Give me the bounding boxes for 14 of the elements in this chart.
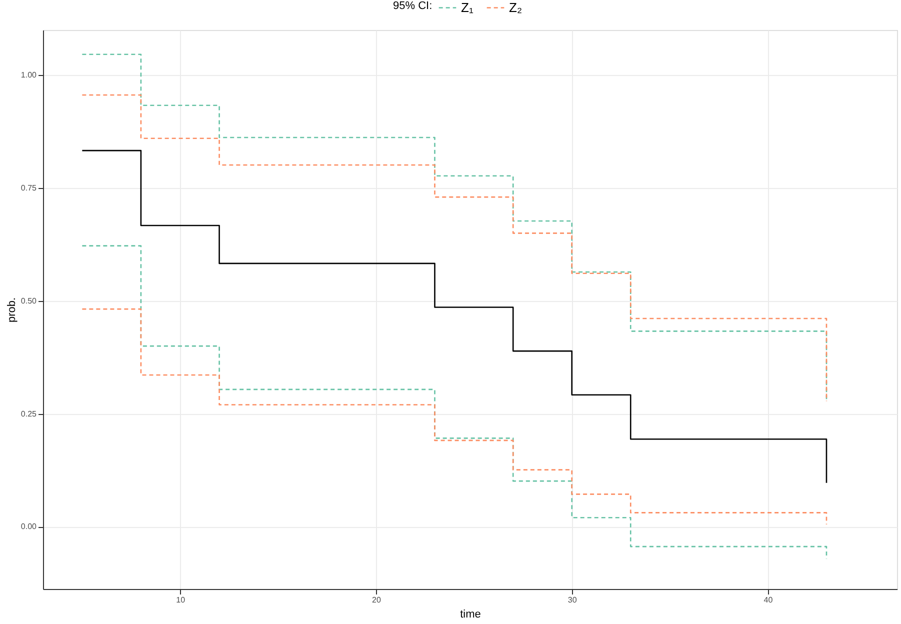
x-tick-label: 30 [568,596,578,604]
y-tick-label: 1.00 [20,70,38,80]
y-tick-label: 0.00 [20,522,38,532]
x-tick-label: 40 [764,596,774,604]
y-tick-label: 0.75 [20,184,38,193]
x-tick-label: 10 [176,596,186,604]
legend-label: Z₁ [461,0,474,15]
x-tick-label: 20 [372,596,382,604]
legend-title: 95% CI: [393,0,432,12]
y-tick-label: 0.25 [20,409,38,418]
x-axis-title: time [460,608,481,620]
y-axis-title: prob. [6,297,18,323]
legend-label: Z₂ [509,0,522,15]
y-tick-label: 0.50 [20,296,38,306]
